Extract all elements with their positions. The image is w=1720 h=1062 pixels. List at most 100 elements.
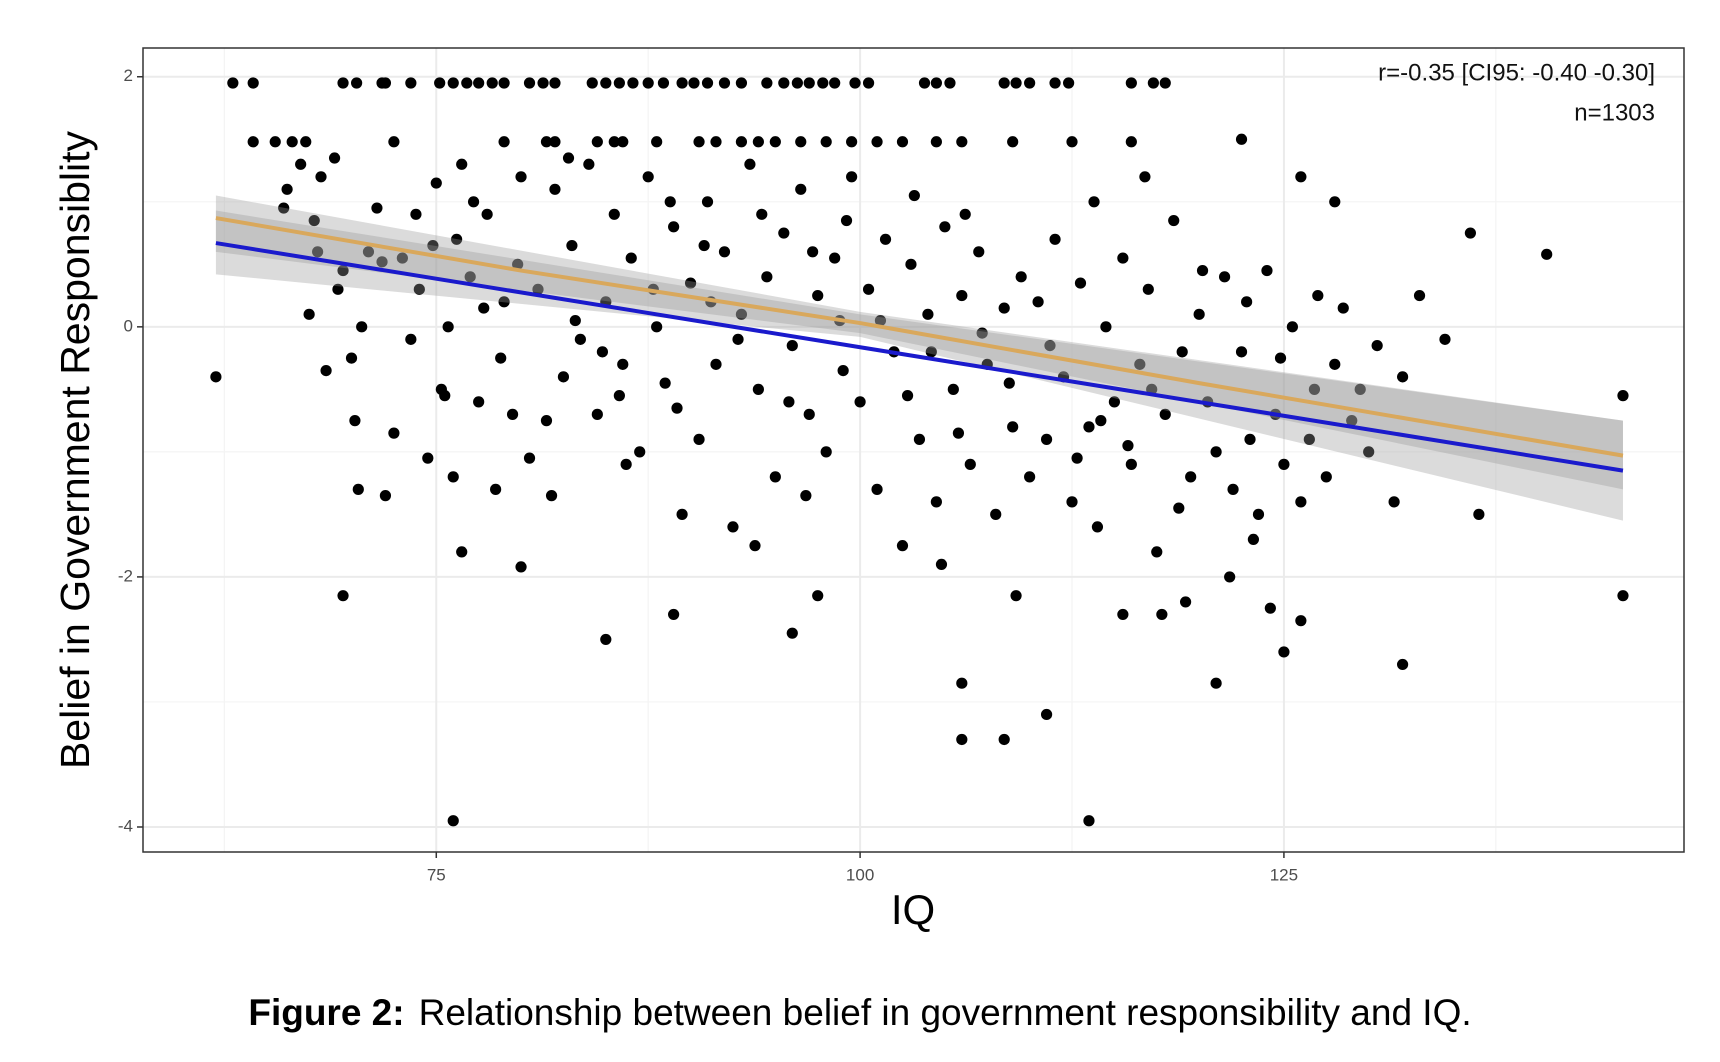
point bbox=[247, 77, 259, 89]
point bbox=[351, 77, 363, 89]
annotation: n=1303 bbox=[1574, 99, 1655, 126]
point bbox=[1159, 77, 1171, 89]
point bbox=[1473, 508, 1485, 520]
point bbox=[515, 561, 527, 573]
point bbox=[1320, 471, 1332, 483]
point bbox=[1010, 590, 1022, 602]
point bbox=[837, 365, 849, 377]
point bbox=[1088, 196, 1100, 208]
point bbox=[410, 208, 422, 220]
point bbox=[735, 77, 748, 89]
point bbox=[569, 314, 581, 327]
point bbox=[783, 396, 795, 408]
point bbox=[800, 490, 812, 502]
point bbox=[1278, 458, 1290, 470]
point bbox=[959, 208, 971, 220]
point bbox=[1235, 346, 1248, 358]
point bbox=[617, 358, 629, 370]
point bbox=[600, 633, 612, 646]
point bbox=[1388, 496, 1400, 508]
point bbox=[1071, 452, 1083, 464]
point bbox=[930, 77, 942, 89]
point bbox=[352, 483, 364, 495]
point bbox=[1413, 289, 1426, 302]
point bbox=[956, 733, 968, 746]
point bbox=[405, 77, 417, 89]
point bbox=[1095, 415, 1107, 427]
point bbox=[998, 733, 1010, 746]
point bbox=[312, 246, 324, 258]
point bbox=[332, 283, 344, 295]
point bbox=[840, 214, 853, 227]
point bbox=[545, 490, 558, 502]
point bbox=[1329, 196, 1341, 208]
point bbox=[947, 383, 959, 395]
point bbox=[896, 540, 909, 552]
point bbox=[1015, 271, 1027, 283]
point bbox=[1337, 302, 1349, 314]
point bbox=[566, 239, 578, 252]
point bbox=[1040, 708, 1053, 721]
point bbox=[795, 183, 807, 195]
point bbox=[1179, 596, 1192, 608]
point bbox=[1040, 433, 1053, 445]
point bbox=[1210, 446, 1222, 458]
point bbox=[1134, 358, 1146, 370]
point bbox=[1117, 608, 1129, 621]
point bbox=[371, 202, 383, 214]
point bbox=[735, 308, 748, 320]
point bbox=[710, 136, 722, 148]
point bbox=[461, 77, 473, 89]
point bbox=[820, 446, 832, 458]
point bbox=[1227, 483, 1239, 495]
point bbox=[376, 256, 388, 268]
point bbox=[1007, 136, 1019, 148]
point bbox=[1295, 496, 1307, 508]
point bbox=[1125, 77, 1137, 89]
point bbox=[617, 136, 629, 148]
caption-text: Relationship between belief in governmen… bbox=[419, 992, 1472, 1033]
point bbox=[427, 239, 439, 252]
point bbox=[1173, 502, 1185, 514]
point bbox=[990, 508, 1002, 520]
point bbox=[964, 458, 976, 470]
point bbox=[698, 239, 710, 252]
point bbox=[540, 136, 553, 148]
point bbox=[388, 136, 400, 148]
panel bbox=[143, 48, 1684, 852]
point bbox=[405, 333, 417, 345]
point bbox=[1210, 677, 1222, 689]
point bbox=[315, 171, 327, 183]
point bbox=[752, 383, 764, 395]
point bbox=[1147, 77, 1159, 89]
point bbox=[1244, 433, 1256, 445]
point bbox=[998, 77, 1010, 89]
point bbox=[620, 458, 632, 470]
point bbox=[925, 346, 937, 358]
point bbox=[956, 677, 968, 689]
point bbox=[625, 252, 637, 264]
point bbox=[668, 221, 680, 233]
point bbox=[812, 590, 824, 602]
point bbox=[1091, 521, 1104, 533]
y-tick-label: -4 bbox=[118, 816, 133, 835]
point bbox=[930, 496, 942, 508]
point bbox=[956, 289, 968, 302]
point bbox=[1464, 227, 1476, 239]
point bbox=[1049, 77, 1061, 89]
point bbox=[803, 77, 815, 89]
point bbox=[935, 558, 948, 571]
point bbox=[1247, 533, 1260, 546]
point bbox=[451, 233, 463, 245]
point bbox=[693, 136, 705, 148]
point bbox=[481, 208, 493, 220]
point bbox=[908, 189, 920, 202]
point bbox=[467, 196, 480, 208]
point bbox=[1252, 508, 1265, 520]
point bbox=[786, 339, 798, 352]
point bbox=[447, 815, 459, 827]
point bbox=[651, 136, 663, 148]
point bbox=[1295, 171, 1307, 183]
point bbox=[939, 221, 951, 233]
point bbox=[396, 252, 408, 264]
